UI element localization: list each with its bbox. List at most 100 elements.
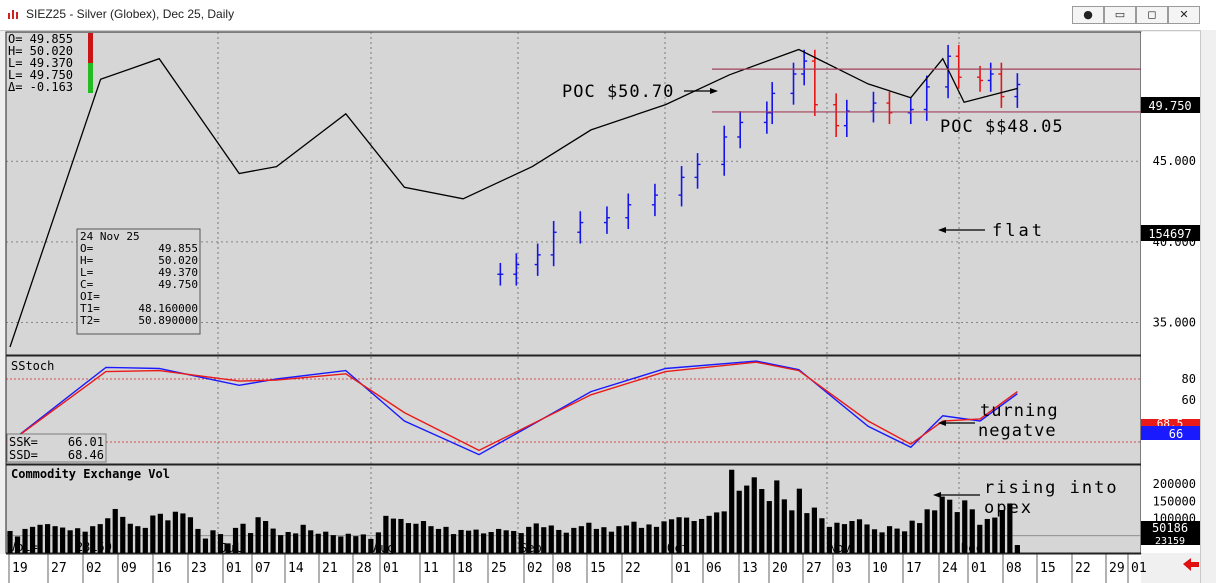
annotation-flat: flat [992, 221, 1045, 241]
volume-bar [165, 520, 171, 553]
chart-app-icon [6, 7, 20, 21]
ssd-line [9, 361, 1018, 452]
vol-last-badge-label: 23159 [1155, 536, 1185, 547]
month-label: Dec [961, 541, 983, 555]
volume-bar [375, 532, 381, 553]
date-axis [0, 554, 1141, 583]
volume-bar [586, 522, 592, 553]
ssk-value: 66.01 [68, 435, 104, 449]
data-info-box [76, 228, 201, 335]
volume-bar [593, 528, 599, 553]
oi-line-path [9, 48, 1018, 348]
volume-bar [315, 533, 321, 553]
arrow-right-icon [710, 88, 718, 94]
volume-bar [578, 526, 584, 553]
volume-bar [774, 480, 780, 553]
volume-bar [308, 530, 314, 553]
link-button[interactable]: ● [1072, 6, 1104, 24]
restore-button[interactable]: ◻ [1136, 6, 1168, 24]
minimize-button[interactable]: ▭ [1104, 6, 1136, 24]
volume-bar [390, 518, 397, 553]
volume-bar [736, 490, 742, 553]
volume-bar [563, 532, 569, 553]
volume-bar [398, 518, 404, 553]
info-date: 24 Nov 25 [80, 230, 140, 243]
ssd-key: SSD= [9, 448, 38, 462]
month-label: Aug [373, 541, 395, 555]
volume-bar [210, 530, 216, 553]
volume-bar [533, 523, 539, 553]
volume-bar [157, 513, 163, 553]
price-bars [497, 44, 1021, 286]
info-row-value: 48.160000 [138, 302, 198, 315]
date-tick-label: 16 [156, 561, 172, 576]
volume-bar [691, 521, 697, 553]
info-row-value: 50.020 [158, 254, 198, 267]
volume-bar [909, 520, 915, 553]
ssd-value: 68.46 [68, 448, 104, 462]
oi-badge [1141, 225, 1200, 241]
volume-bar [255, 517, 261, 553]
volume-bars [7, 469, 1020, 553]
annotation-rising: rising into [984, 478, 1119, 498]
date-tick-label: 28 [356, 561, 372, 576]
last-price-label: 49.750 [1148, 99, 1191, 113]
volume-bar [67, 530, 73, 553]
close-button[interactable]: ✕ [1168, 6, 1200, 24]
ohlc-line-last: L= 49.750 [8, 68, 73, 82]
price-axis [1141, 32, 1200, 553]
volume-bar [1014, 545, 1020, 553]
vertical-scrollbar[interactable] [1200, 30, 1216, 583]
volume-bar [819, 518, 825, 553]
volume-bar [428, 526, 434, 553]
volume-bar [488, 532, 494, 553]
volume-bar [127, 523, 133, 553]
vol-key: Vol= [9, 540, 38, 554]
chart-canvas[interactable]: 35.00040.00045.0008060200000150000100000… [0, 30, 1200, 583]
volume-bar [278, 535, 284, 553]
volume-tick-label: 150000 [1153, 494, 1196, 508]
axis-tick-labels: 35.00040.00045.0008060200000150000100000… [8, 154, 1196, 583]
vol-value: 23159 [76, 540, 112, 554]
scroll-left-arrow-icon[interactable] [1183, 558, 1199, 571]
volume-bar [225, 543, 231, 553]
date-tick-label: 11 [423, 561, 439, 576]
volume-bar [879, 532, 885, 553]
volume-bar [721, 511, 727, 553]
ssk-badge [1141, 426, 1200, 440]
date-tick-label: 25 [491, 561, 507, 576]
date-tick-label: 24 [942, 561, 958, 576]
volume-bar [894, 528, 900, 553]
volume-bar [232, 527, 239, 553]
date-tick-label: 09 [121, 561, 137, 576]
month-label: Nov [829, 541, 851, 555]
date-tick-label: 07 [255, 561, 271, 576]
arrow-left-icon [933, 492, 941, 498]
volume-bar [962, 500, 968, 553]
volume-bar [856, 519, 863, 553]
info-row-key: H= [80, 254, 94, 267]
volume-bar [924, 509, 930, 553]
volume-bar [608, 531, 615, 553]
info-row-value: 49.370 [158, 266, 198, 279]
volume-bar [120, 516, 126, 553]
volume-bar [796, 488, 802, 553]
price-tick-label: 35.000 [1153, 316, 1196, 330]
date-tick-label: 19 [12, 561, 28, 576]
volume-bar [44, 524, 51, 553]
poc-lines [712, 68, 1141, 113]
volume-bar [751, 477, 757, 553]
date-tick-label: 01 [1131, 561, 1147, 576]
annotation-turning: turning [980, 401, 1059, 421]
date-tick-label: 27 [51, 561, 67, 576]
annotation-poc-2: POC $$48.05 [940, 117, 1064, 137]
stoch-tick-label: 80 [1182, 372, 1196, 386]
volume-bar [247, 533, 254, 553]
stoch-panel [5, 355, 1142, 465]
info-row-key: L= [80, 266, 94, 279]
stoch-lines [9, 360, 1018, 456]
date-tick-label: 18 [457, 561, 473, 576]
volume-bar [458, 529, 464, 553]
volume-bar [977, 524, 983, 553]
